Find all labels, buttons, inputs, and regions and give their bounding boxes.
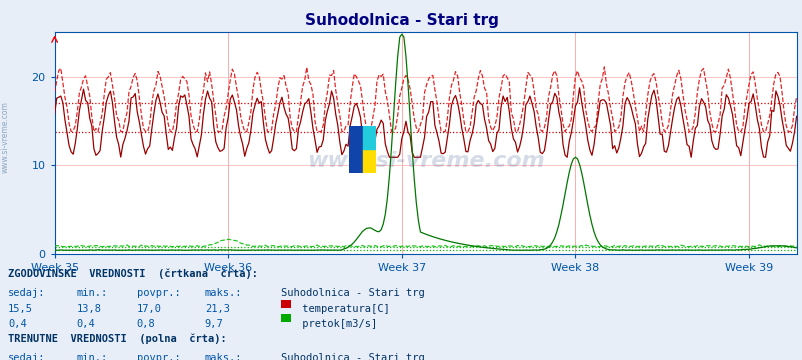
Text: 15,5: 15,5 (8, 304, 33, 314)
Text: pretok[m3/s]: pretok[m3/s] (295, 319, 376, 329)
Text: 9,7: 9,7 (205, 319, 223, 329)
Text: povpr.:: povpr.: (136, 353, 180, 360)
Text: TRENUTNE  VREDNOSTI  (polna  črta):: TRENUTNE VREDNOSTI (polna črta): (8, 333, 226, 343)
Text: 13,8: 13,8 (76, 304, 101, 314)
Text: 0,4: 0,4 (76, 319, 95, 329)
Text: 17,0: 17,0 (136, 304, 161, 314)
Text: temperatura[C]: temperatura[C] (295, 304, 389, 314)
Text: Suhodolnica - Stari trg: Suhodolnica - Stari trg (304, 13, 498, 28)
Text: maks.:: maks.: (205, 288, 242, 298)
Text: Suhodolnica - Stari trg: Suhodolnica - Stari trg (281, 353, 424, 360)
Text: www.si-vreme.com: www.si-vreme.com (306, 151, 544, 171)
Text: 0,8: 0,8 (136, 319, 155, 329)
Text: sedaj:: sedaj: (8, 353, 46, 360)
Text: sedaj:: sedaj: (8, 288, 46, 298)
Text: ZGODOVINSKE  VREDNOSTI  (črtkana  črta):: ZGODOVINSKE VREDNOSTI (črtkana črta): (8, 268, 257, 279)
Text: 21,3: 21,3 (205, 304, 229, 314)
Bar (363, 149, 375, 173)
Bar (363, 126, 375, 149)
Bar (349, 126, 363, 173)
Text: maks.:: maks.: (205, 353, 242, 360)
Text: Suhodolnica - Stari trg: Suhodolnica - Stari trg (281, 288, 424, 298)
Text: 0,4: 0,4 (8, 319, 26, 329)
Text: min.:: min.: (76, 288, 107, 298)
Text: min.:: min.: (76, 353, 107, 360)
Text: povpr.:: povpr.: (136, 288, 180, 298)
Text: www.si-vreme.com: www.si-vreme.com (1, 101, 10, 173)
